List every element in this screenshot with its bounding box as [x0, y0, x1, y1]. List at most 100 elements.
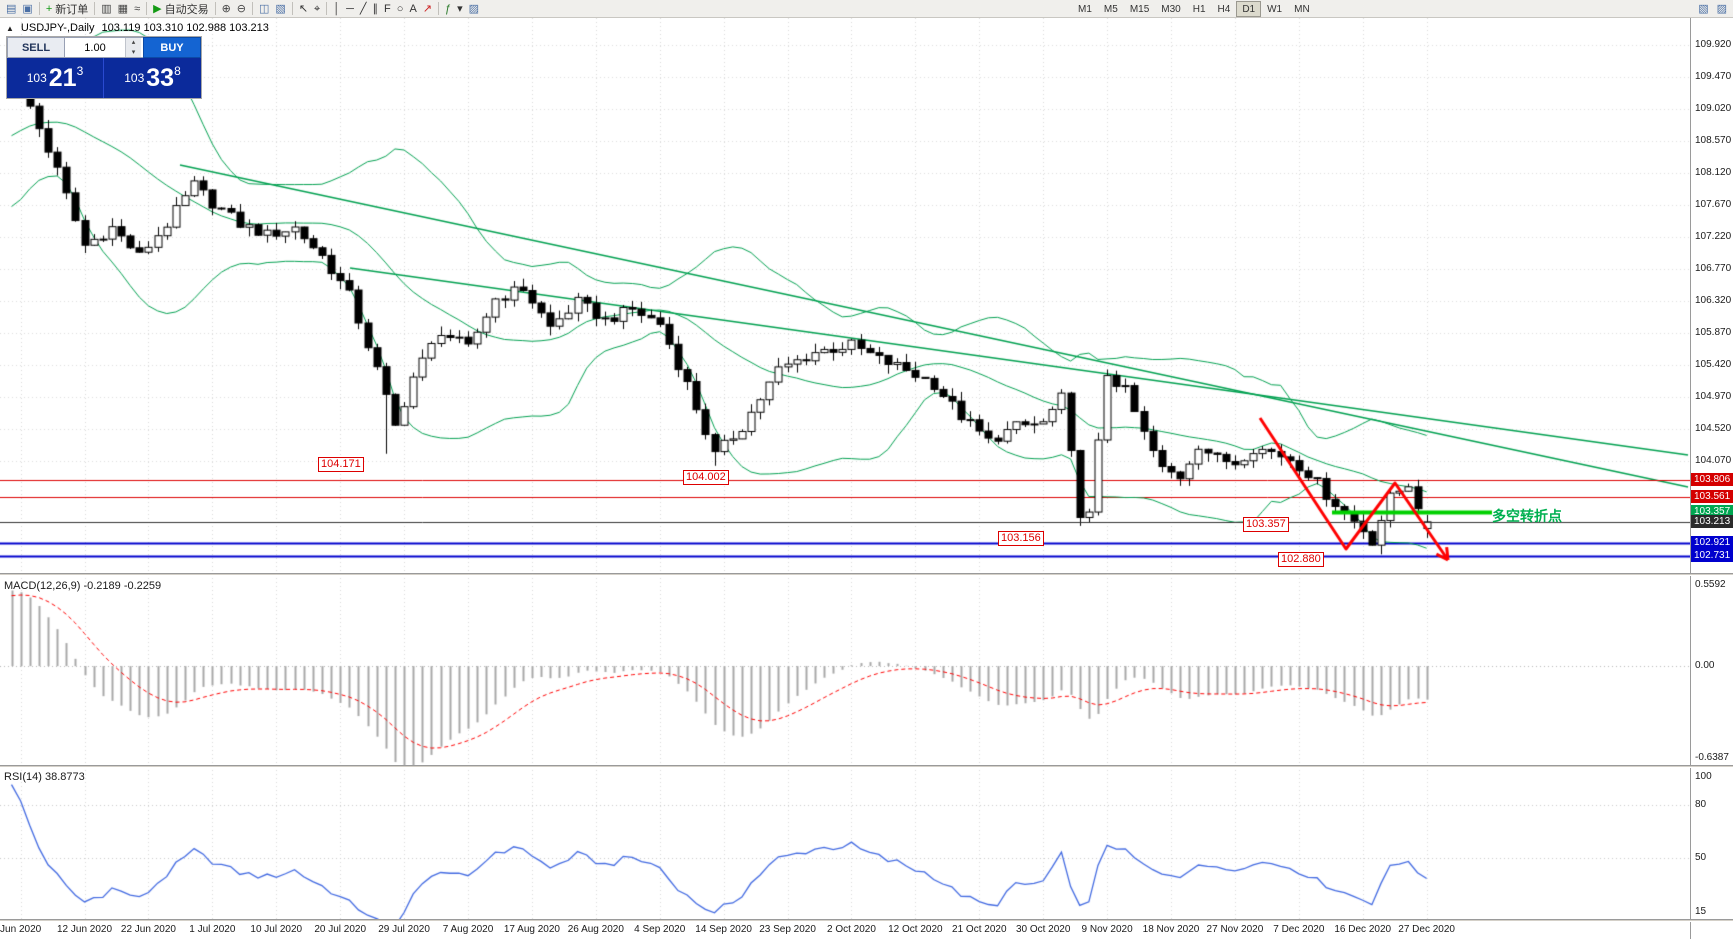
price-badge-102.921: 102.921 — [1691, 536, 1733, 549]
zoom-out-icon[interactable]: ⊖ — [234, 1, 249, 17]
fibonacci-icon[interactable]: F — [381, 1, 394, 17]
tile-windows-icon[interactable]: ▣ — [19, 1, 35, 17]
candle-chart-icon[interactable]: ▦ — [115, 1, 131, 17]
timeframe-toolbar: M1 M5 M15 M30 H1 H4 D1 W1 MN — [1072, 1, 1316, 17]
date-axis-label: 27 Nov 2020 — [1206, 924, 1264, 935]
buy-button[interactable]: BUY — [143, 37, 201, 58]
bar-chart-icon[interactable]: ▥ — [98, 1, 114, 17]
text-icon[interactable]: A — [406, 1, 419, 17]
rsi-axis-label: 80 — [1695, 799, 1707, 810]
templates-icon[interactable]: ▨ — [466, 1, 482, 17]
price-badge-103.561: 103.561 — [1691, 490, 1733, 503]
date-axis-label: 18 Nov 2020 — [1142, 924, 1200, 935]
timeframe-m5-button[interactable]: M5 — [1103, 4, 1118, 15]
price-axis-tick: 104.520 — [1695, 423, 1732, 434]
date-axis-label: 7 Aug 2020 — [442, 924, 494, 935]
timeframe-mn-button[interactable]: MN — [1294, 4, 1310, 15]
shapes-icon[interactable]: ○ — [394, 1, 407, 17]
autotrading-button[interactable]: ▶ 自动交易 — [150, 1, 211, 17]
price-axis-tick: 104.970 — [1695, 391, 1732, 402]
price-callout-label[interactable]: 104.002 — [683, 470, 729, 485]
date-axis-label: 12 Oct 2020 — [888, 924, 943, 935]
collapse-triangle-icon[interactable]: ▲ — [6, 23, 14, 33]
price-callout-label[interactable]: 102.880 — [1278, 552, 1324, 567]
toolbar-right-icon-1: ▧ — [1698, 3, 1709, 15]
buy-price-display[interactable]: 103 33 8 — [104, 58, 201, 98]
bar-chart-icon: ▥ — [101, 2, 112, 15]
panel-separator-macd[interactable] — [0, 573, 1733, 576]
autotrading-button-label: 自动交易 — [164, 3, 209, 16]
sell-price-prefix: 103 — [26, 71, 47, 85]
cascade-windows-icon[interactable]: ▧ — [272, 1, 288, 17]
new-order-icon: + — [45, 2, 53, 15]
volume-down-button[interactable]: ▾ — [126, 47, 141, 57]
channel-icon[interactable]: ∥ — [370, 1, 382, 17]
candle-chart-icon: ▦ — [117, 2, 129, 15]
toolbar: ▤ ▣ + 新订单 ▥ ▦ ≈ ▶ 自动交易 ⊕ ⊖ ◫ ▧ ↖ ⌖ │ ─ ╱ ∥ F ○ A ↗ ƒ ▾ ▨ M1 M5 M15 M… — [0, 0, 1733, 18]
timeframe-m15-button[interactable]: M15 — [1129, 4, 1150, 15]
arrow-marker-icon[interactable]: ↗ — [420, 1, 435, 17]
trendline-icon[interactable]: ╱ — [357, 1, 370, 17]
periods-dropdown-icon[interactable]: ▾ — [454, 1, 466, 17]
toolbar-right-icon-1[interactable]: ▧ — [1695, 1, 1711, 17]
macd-label: MACD(12,26,9) -0.2189 -0.2259 — [4, 580, 162, 592]
cursor-icon[interactable]: ↖ — [296, 1, 311, 17]
line-chart-icon: ≈ — [134, 2, 141, 15]
timeframe-h4-button[interactable]: H4 — [1217, 4, 1231, 15]
price-callout-label[interactable]: 104.171 — [318, 457, 364, 472]
price-badge-103.213: 103.213 — [1691, 515, 1733, 528]
symbol-ohlc-line: ▲ USDJPY-,Daily 103.119 103.310 102.988 … — [6, 22, 269, 34]
volume-up-button[interactable]: ▴ — [126, 38, 141, 48]
toolbar-separator — [438, 2, 439, 15]
chart-canvas[interactable] — [0, 18, 1690, 922]
zoom-in-icon[interactable]: ⊕ — [219, 1, 234, 17]
symbol-ohlc: 103.119 103.310 102.988 103.213 — [101, 22, 269, 34]
buy-price-main: 33 — [146, 64, 175, 92]
crosshair-icon[interactable]: ⌖ — [311, 1, 323, 17]
templates-icon: ▨ — [468, 2, 480, 15]
chart-window-icon[interactable]: ▤ — [3, 1, 19, 17]
price-axis-tick: 106.770 — [1695, 263, 1732, 274]
volume-input[interactable] — [65, 38, 125, 57]
indicators-icon[interactable]: ƒ — [442, 1, 454, 17]
price-axis-tick: 104.070 — [1695, 455, 1732, 466]
rsi-axis-label: 50 — [1695, 852, 1707, 863]
new-order-button[interactable]: + 新订单 — [43, 1, 91, 17]
price-axis-tick: 107.670 — [1695, 199, 1732, 210]
horizontal-line-icon[interactable]: ─ — [343, 1, 357, 17]
turning-point-annotation[interactable]: 多空转折点 — [1492, 508, 1562, 524]
toolbar-right-icon-2: ▨ — [1716, 3, 1727, 15]
toolbar-separator — [214, 2, 216, 15]
price-callout-label[interactable]: 103.357 — [1243, 517, 1289, 532]
date-axis-label: 23 Sep 2020 — [759, 924, 816, 935]
timeframe-m30-button[interactable]: M30 — [1161, 4, 1181, 15]
timeframe-m1-button[interactable]: M1 — [1078, 4, 1092, 15]
price-callout-label[interactable]: 103.156 — [998, 531, 1044, 546]
timeframe-w1-button[interactable]: W1 — [1267, 4, 1283, 15]
price-axis-tick: 108.120 — [1695, 167, 1732, 178]
price-badge-102.731: 102.731 — [1691, 549, 1733, 562]
sell-price-display[interactable]: 103 21 3 — [7, 58, 104, 98]
sell-button[interactable]: SELL — [7, 37, 65, 58]
tile-horizontal-icon[interactable]: ◫ — [256, 1, 272, 17]
toolbar-separator — [252, 2, 254, 15]
price-axis-tick: 106.320 — [1695, 295, 1732, 306]
date-axis-label: 9 Nov 2020 — [1081, 924, 1133, 935]
line-chart-icon[interactable]: ≈ — [131, 1, 143, 17]
date-axis-label: 27 Dec 2020 — [1398, 924, 1455, 935]
zoom-out-icon: ⊖ — [236, 2, 247, 15]
channel-icon: ∥ — [372, 2, 379, 15]
vertical-line-icon[interactable]: │ — [330, 1, 343, 17]
toolbar-right: ▧ ▨ — [1695, 1, 1730, 17]
toolbar-separator — [94, 2, 96, 15]
cursor-icon: ↖ — [298, 2, 309, 15]
timeframe-d1-button[interactable]: D1 — [1236, 1, 1262, 17]
date-axis-label: 7 Dec 2020 — [1273, 924, 1325, 935]
panel-separator-rsi[interactable] — [0, 765, 1733, 768]
toolbar-items: ▤ ▣ + 新订单 ▥ ▦ ≈ ▶ 自动交易 ⊕ ⊖ ◫ ▧ ↖ ⌖ │ ─ ╱ ∥ F ○ A ↗ ƒ ▾ ▨ — [3, 0, 482, 17]
toolbar-right-icon-2[interactable]: ▨ — [1714, 1, 1730, 17]
price-axis-tick: 107.220 — [1695, 231, 1732, 242]
timeframe-h1-button[interactable]: H1 — [1192, 4, 1206, 15]
